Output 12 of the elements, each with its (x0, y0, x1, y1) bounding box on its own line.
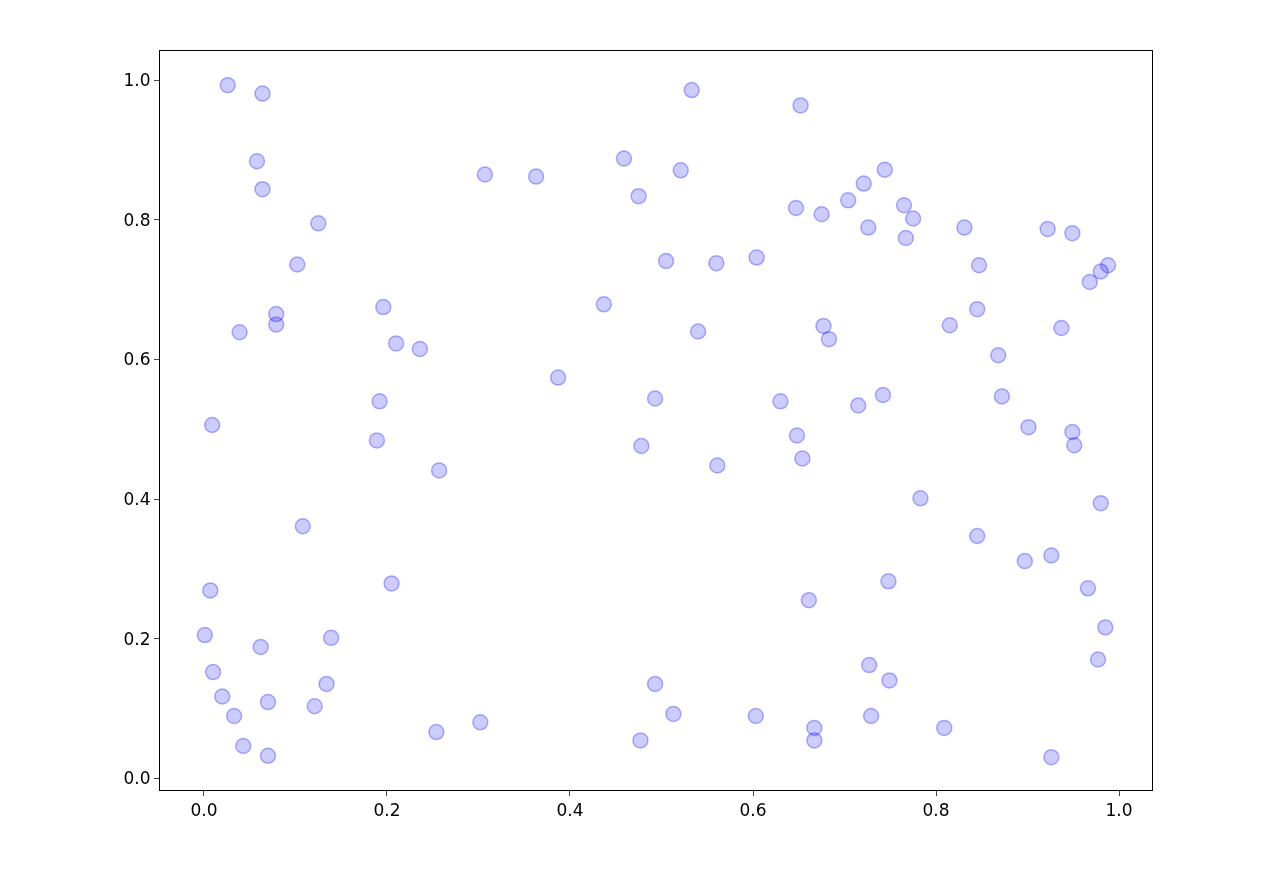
x-tick-label: 0.2 (373, 800, 401, 821)
y-tick-label: 0.0 (123, 768, 151, 789)
y-tick-label: 1.0 (123, 70, 151, 91)
x-tick-label: 0.8 (922, 800, 950, 821)
x-tick-label: 1.0 (1105, 800, 1133, 821)
x-tick-label: 0.6 (739, 800, 767, 821)
y-tick-label: 0.8 (123, 209, 151, 230)
y-tick-label: 0.6 (123, 349, 151, 370)
x-tick-label: 0.0 (190, 800, 218, 821)
y-tick-label: 0.2 (123, 628, 151, 649)
x-tick-label: 0.4 (556, 800, 584, 821)
y-tick-label: 0.4 (123, 488, 151, 509)
